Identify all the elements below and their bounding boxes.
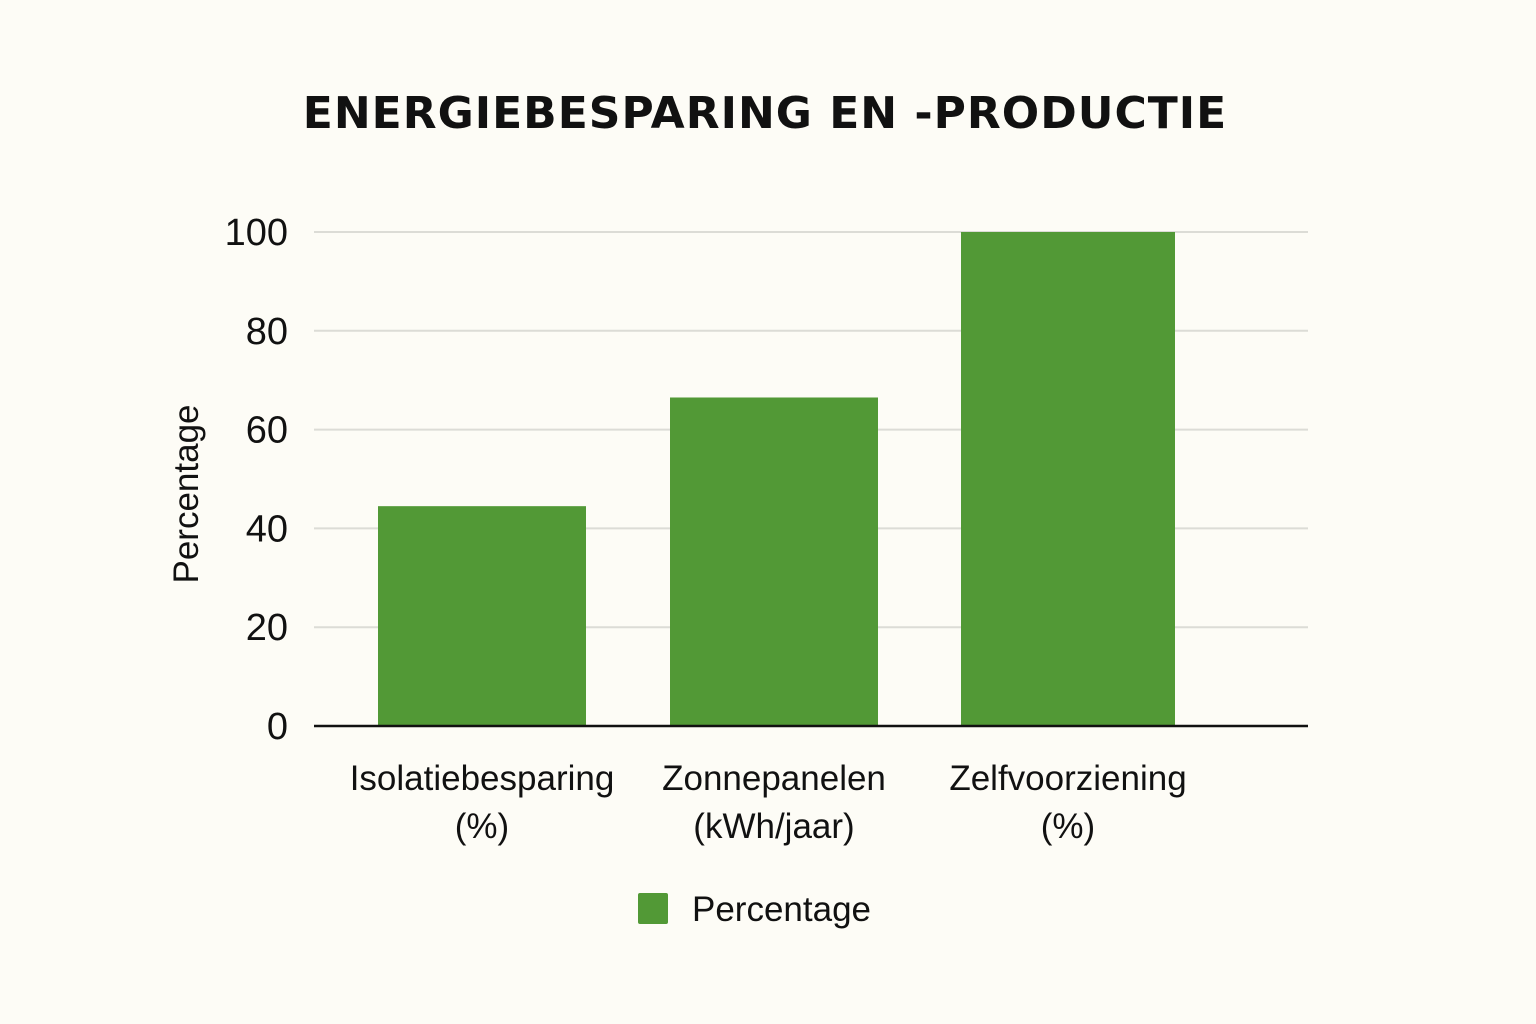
- x-tick-label: Zonnepanelen: [662, 759, 886, 798]
- x-tick-label: (%): [1041, 807, 1095, 846]
- legend-label: Percentage: [692, 890, 871, 929]
- x-tick-label: (kWh/jaar): [693, 807, 854, 846]
- x-tick-label: Zelfvoorziening: [949, 759, 1186, 798]
- x-tick-label: Isolatiebesparing: [350, 759, 615, 798]
- bar: [378, 506, 586, 726]
- chart-title: ENERGIEBESPARING EN -PRODUCTIE: [302, 88, 1228, 139]
- legend-swatch: [638, 893, 668, 924]
- y-tick-label: 60: [246, 410, 288, 452]
- bar: [670, 397, 878, 726]
- bar: [961, 232, 1175, 726]
- y-axis-title: Percentage: [167, 404, 206, 583]
- y-tick-label: 40: [246, 508, 288, 550]
- x-tick-label: (%): [455, 807, 509, 846]
- y-tick-label: 20: [246, 607, 288, 649]
- y-tick-label: 80: [246, 311, 288, 353]
- y-tick-label: 100: [225, 212, 288, 254]
- y-tick-label: 0: [267, 706, 288, 748]
